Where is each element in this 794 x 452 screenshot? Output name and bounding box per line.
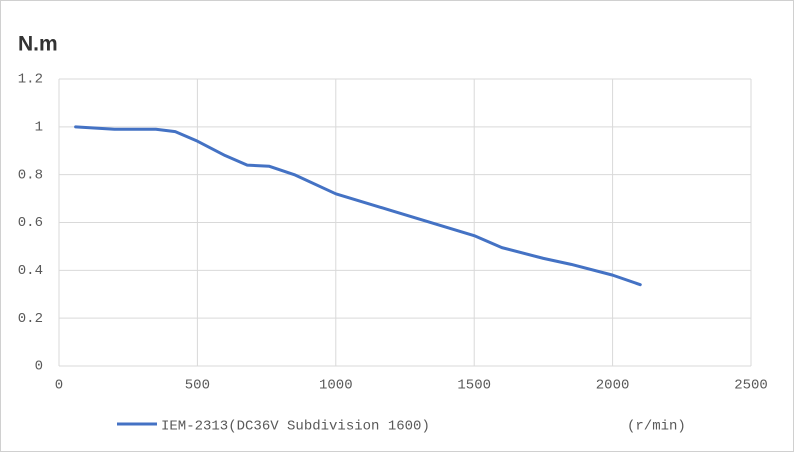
y-tick-label: 0.6 [18, 215, 43, 231]
y-tick-label: 0 [35, 359, 43, 375]
y-tick-label: 0.2 [18, 311, 43, 327]
y-tick-label: 1.2 [18, 72, 43, 88]
line-series [74, 125, 642, 287]
x-tick-label: 2500 [734, 378, 768, 394]
legend-label: IEM-2313(DC36V Subdivision 1600) [161, 419, 430, 435]
x-tick-label: 2000 [596, 378, 630, 394]
y-tick-label: 0.8 [18, 167, 43, 183]
y-tick-label: 1 [35, 120, 43, 136]
x-tick-label: 1000 [319, 378, 353, 394]
x-tick-label: 1500 [457, 378, 491, 394]
x-tick-label: 500 [185, 378, 210, 394]
y-tick-label: 0.4 [18, 263, 43, 279]
x-tick-label: 0 [55, 378, 63, 394]
y-axis-label: N.m [18, 33, 58, 56]
x-axis-label: (r/min) [627, 419, 686, 435]
